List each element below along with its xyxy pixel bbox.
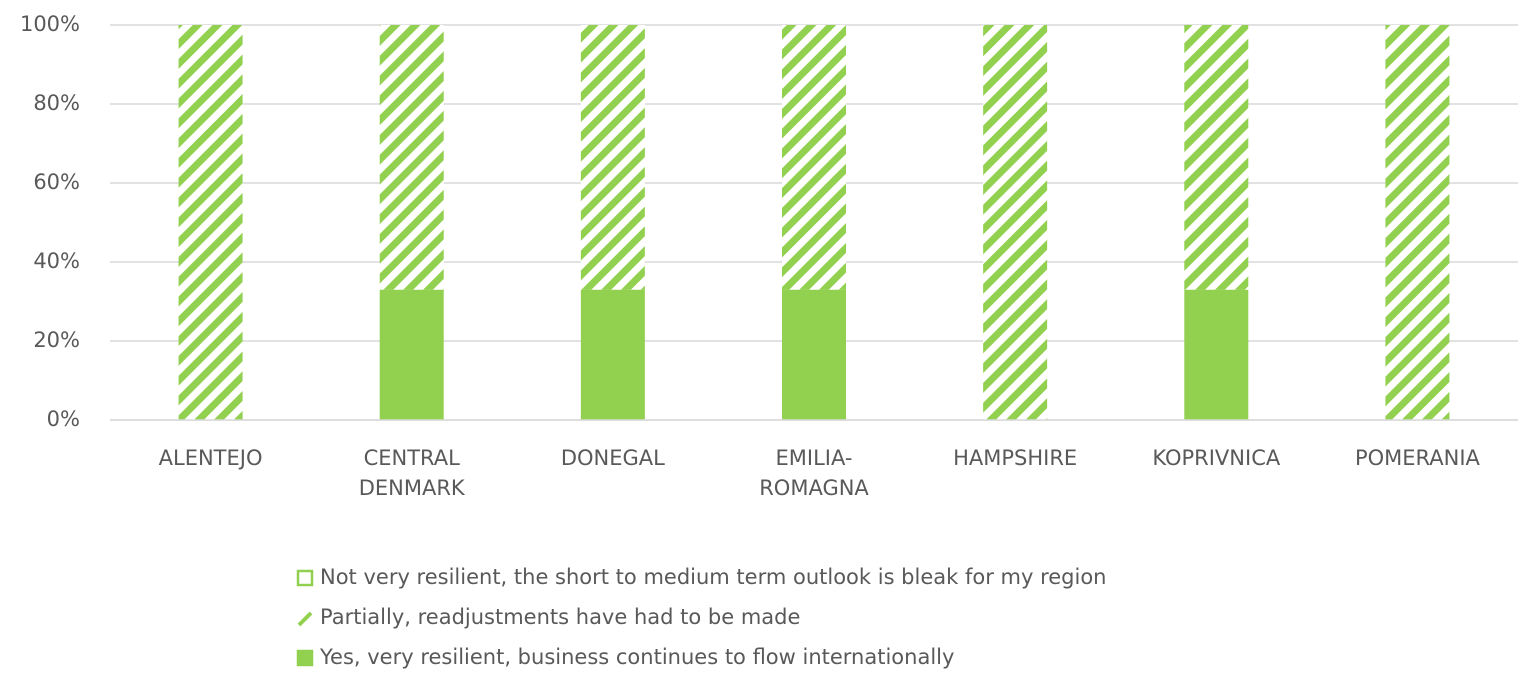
- x-tick-label: ALENTEJO: [158, 446, 263, 470]
- y-tick-label: 40%: [33, 249, 80, 273]
- x-tick-label: HAMPSHIRE: [953, 446, 1078, 470]
- bar-segment: [782, 25, 846, 290]
- bar-segment: [983, 25, 1048, 420]
- legend-swatch: [296, 649, 314, 667]
- x-tick-label: KOPRIVNICA: [1152, 446, 1281, 470]
- bar-segment: [178, 25, 243, 420]
- legend-item: Not very resilient, the short to medium …: [296, 565, 1107, 589]
- y-tick-label: 80%: [33, 91, 80, 115]
- x-tick-label: CENTRAL DENMARK: [358, 446, 465, 500]
- bar-segment: [1184, 289, 1249, 420]
- legend-swatch: [297, 611, 313, 627]
- bar-segment: [1385, 25, 1450, 420]
- bar-segment: [379, 25, 444, 290]
- bar-segment: [580, 289, 645, 420]
- legend-label: Yes, very resilient, business continues …: [319, 645, 954, 669]
- x-tick-label: DONEGAL: [560, 446, 665, 470]
- bar-segment: [379, 289, 444, 420]
- y-tick-label: 100%: [20, 12, 80, 36]
- legend-label: Partially, readjustments have had to be …: [320, 605, 800, 629]
- bar-segment: [580, 25, 645, 290]
- x-tick-label: POMERANIA: [1354, 446, 1480, 470]
- legend-item: Yes, very resilient, business continues …: [296, 645, 954, 669]
- legend-item: Partially, readjustments have had to be …: [297, 605, 800, 629]
- x-tick-label: EMILIA-ROMAGNA: [759, 446, 869, 500]
- legend-label: Not very resilient, the short to medium …: [320, 565, 1107, 589]
- bar-segment: [782, 289, 846, 420]
- y-tick-label: 0%: [47, 407, 80, 431]
- bar-segment: [1184, 25, 1249, 290]
- y-tick-label: 60%: [33, 170, 80, 194]
- legend-swatch: [296, 569, 314, 587]
- y-tick-label: 20%: [33, 328, 80, 352]
